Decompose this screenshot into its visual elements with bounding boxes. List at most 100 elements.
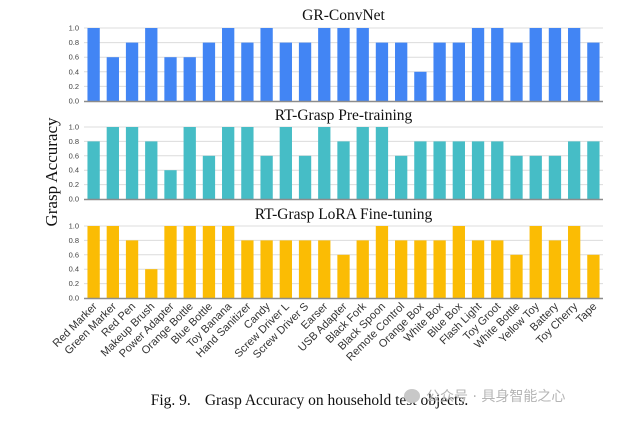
bar-blue-bottle <box>202 155 216 199</box>
bar-screw-driver-s <box>298 155 312 199</box>
bar-toy-cherry <box>568 226 581 298</box>
bar-candy <box>260 240 273 298</box>
bar-red-pen <box>125 127 139 199</box>
bar-white-box <box>433 141 446 199</box>
bar-toy-groot <box>491 28 504 101</box>
y-tick-label: 0.2 <box>69 180 79 189</box>
bar-power-adapter <box>164 57 177 101</box>
chart-panel-3: RT-Grasp LoRA Fine-tuning 0.0 0.2 0.4 0.6 0.8… <box>69 206 603 303</box>
bar-remote-control <box>395 155 408 199</box>
bar-red-marker <box>87 141 100 199</box>
bar-battery <box>548 28 562 101</box>
x-tick-label: Tape <box>574 301 599 326</box>
bar-blue-box <box>452 226 465 298</box>
bar-battery <box>548 155 562 199</box>
bar-earser <box>318 28 331 101</box>
y-tick-label: 0.6 <box>69 250 79 259</box>
bar-black-spoon <box>375 42 389 101</box>
y-tick-label: 0.8 <box>69 38 79 47</box>
bar-red-marker <box>87 226 100 298</box>
y-tick-label: 0.4 <box>69 265 79 274</box>
panel-title: RT-Grasp LoRA Fine-tuning <box>255 206 433 223</box>
figure-caption: Fig. 9. Grasp Accuracy on household test … <box>0 392 619 410</box>
bar-red-pen <box>125 240 139 298</box>
bar-white-bottle <box>510 254 523 298</box>
y-tick-label: 0.4 <box>69 67 79 76</box>
y-tick-label: 0.4 <box>69 166 79 175</box>
bar-usb-adapter <box>337 254 350 298</box>
bar-white-box <box>433 42 446 101</box>
bar-white-bottle <box>510 155 523 199</box>
bar-earser <box>318 240 331 298</box>
chart-panel-1: GR-ConvNet 0.0 0.2 0.4 0.6 0.8 1.0 <box>69 7 603 106</box>
bar-power-adapter <box>164 226 177 298</box>
bar-green-marker <box>106 57 119 101</box>
bar-orange-box <box>414 141 427 199</box>
bar-toy-banana <box>222 28 235 101</box>
bar-candy <box>260 155 273 199</box>
bar-battery <box>548 240 562 298</box>
bar-tape <box>587 254 600 298</box>
bar-toy-banana <box>222 127 235 199</box>
bar-green-marker <box>106 127 119 199</box>
bar-remote-control <box>395 42 408 101</box>
y-tick-label: 0.6 <box>69 53 79 62</box>
panel-title: GR-ConvNet <box>302 7 385 24</box>
bar-blue-bottle <box>202 226 216 298</box>
bar-blue-bottle <box>202 42 216 101</box>
bar-blue-box <box>452 141 465 199</box>
y-tick-label: 0.0 <box>69 195 79 204</box>
bar-black-fork <box>356 240 369 298</box>
bar-screw-driver-l <box>279 240 292 298</box>
bar-makeup-brush <box>145 28 158 101</box>
bar-remote-control <box>395 240 408 298</box>
bar-orange-bottle <box>183 226 196 298</box>
bar-power-adapter <box>164 170 177 199</box>
bar-red-pen <box>125 42 139 101</box>
bar-tape <box>587 141 600 199</box>
bar-orange-box <box>414 240 427 298</box>
bar-toy-banana <box>222 226 235 298</box>
bar-toy-cherry <box>568 28 581 101</box>
watermark: 公众号 · 具身智能之心 <box>404 386 565 406</box>
bar-screw-driver-s <box>298 42 312 101</box>
caption-text: Grasp Accuracy on household test objects… <box>204 392 469 409</box>
y-tick-label: 0.0 <box>69 294 79 303</box>
y-tick-label: 0.6 <box>69 151 79 160</box>
bar-usb-adapter <box>337 28 350 101</box>
bar-flash-light <box>471 141 485 199</box>
bar-screw-driver-s <box>298 240 312 298</box>
bar-hand-sanitizer <box>241 42 254 101</box>
watermark-text: 公众号 · 具身智能之心 <box>426 389 566 405</box>
bar-makeup-brush <box>145 141 158 199</box>
bar-makeup-brush <box>145 269 158 298</box>
bar-black-fork <box>356 28 369 101</box>
bar-toy-groot <box>491 240 504 298</box>
bar-orange-bottle <box>183 57 196 101</box>
bar-screw-driver-l <box>279 127 292 199</box>
bar-orange-box <box>414 71 427 101</box>
y-tick-label: 1.0 <box>69 123 79 132</box>
bar-orange-bottle <box>183 127 196 199</box>
figure-number: Fig. 9. <box>150 392 191 409</box>
bar-green-marker <box>106 226 119 298</box>
y-tick-label: 0.8 <box>69 137 79 146</box>
panel-title: RT-Grasp Pre-training <box>275 107 413 124</box>
bar-tape <box>587 42 600 101</box>
bar-screw-driver-l <box>279 42 292 101</box>
bar-black-fork <box>356 127 369 199</box>
bar-flash-light <box>471 28 485 101</box>
y-tick-label: 0.0 <box>69 97 79 106</box>
bar-blue-box <box>452 42 465 101</box>
y-tick-label: 0.2 <box>69 82 79 91</box>
bar-black-spoon <box>375 226 389 298</box>
bar-red-marker <box>87 28 100 101</box>
bar-black-spoon <box>375 127 389 199</box>
bar-yellow-toy <box>529 155 542 199</box>
bar-white-box <box>433 240 446 298</box>
bar-toy-cherry <box>568 141 581 199</box>
chart-panel-2: RT-Grasp Pre-training 0.0 0.2 0.4 0.6 0.8 1.0 <box>69 107 603 204</box>
y-tick-label: 0.8 <box>69 236 79 245</box>
bar-white-bottle <box>510 42 523 101</box>
